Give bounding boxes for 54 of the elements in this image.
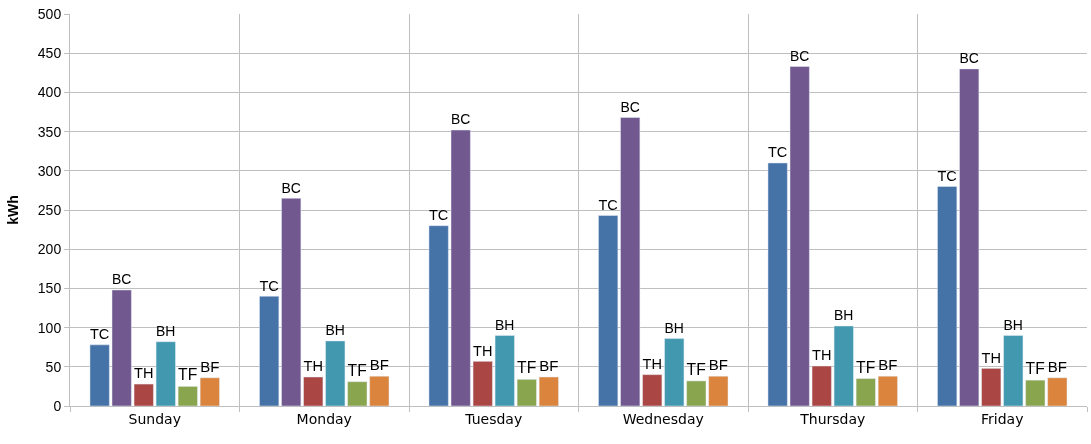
text: BF (539, 357, 559, 375)
series-label: BF (200, 357, 220, 375)
y-tick-label: 500 (37, 5, 62, 22)
y-tick-label: 400 (37, 84, 62, 101)
y-tick-label: 450 (37, 45, 62, 62)
text: BF (878, 356, 898, 374)
text: TC (89, 326, 110, 343)
x-tick-label: Wednesday (622, 410, 704, 427)
text: TH (303, 358, 323, 375)
text: BC (112, 271, 132, 288)
x-tick-label: Tuesday (464, 410, 523, 427)
text: TH (981, 349, 1001, 366)
text: TC (428, 206, 449, 223)
y-tick-label: 0 (53, 397, 62, 414)
text: TC (767, 144, 788, 161)
text: BF (1047, 357, 1067, 375)
series-label: BC (620, 98, 640, 115)
y-tick-label: 200 (37, 241, 62, 258)
series-label: TC (937, 167, 957, 184)
text: TF (517, 359, 537, 377)
x-tick-label: Friday (981, 410, 1024, 427)
text: BH (664, 319, 684, 336)
y-tick-label: 100 (37, 319, 62, 336)
text: BC (281, 179, 301, 196)
x-tick-label: Thursday (799, 410, 866, 427)
text: TH (812, 347, 832, 364)
text: TF (1025, 360, 1045, 378)
text: BH (325, 322, 345, 339)
text: BC (959, 50, 979, 67)
text: TF (686, 360, 706, 378)
text: TF (856, 358, 876, 376)
y-tick-label: 150 (37, 280, 62, 297)
series-label: TH (642, 355, 662, 372)
y-tick-label: 50 (45, 358, 62, 375)
text: TC (259, 277, 279, 294)
y-tick-label: 350 (37, 123, 62, 140)
y-axis-title: kWh (5, 195, 22, 225)
text: BF (708, 356, 728, 374)
x-tick-label: Sunday (128, 410, 181, 427)
text: BH (1003, 316, 1023, 333)
text: BH (495, 316, 515, 333)
text: TC (598, 196, 618, 213)
y-tick-label: 250 (37, 201, 62, 218)
text: TH (134, 365, 154, 382)
series-label: TF (178, 366, 198, 384)
text: TH (473, 342, 493, 359)
text: BC (790, 47, 810, 64)
text: BF (369, 356, 389, 374)
text: BC (451, 111, 471, 128)
series-label: BH (834, 307, 854, 324)
y-tick-label: 300 (37, 162, 62, 179)
text: TF (347, 361, 367, 379)
x-tick-label: Monday (296, 410, 352, 427)
text: BH (156, 323, 176, 340)
